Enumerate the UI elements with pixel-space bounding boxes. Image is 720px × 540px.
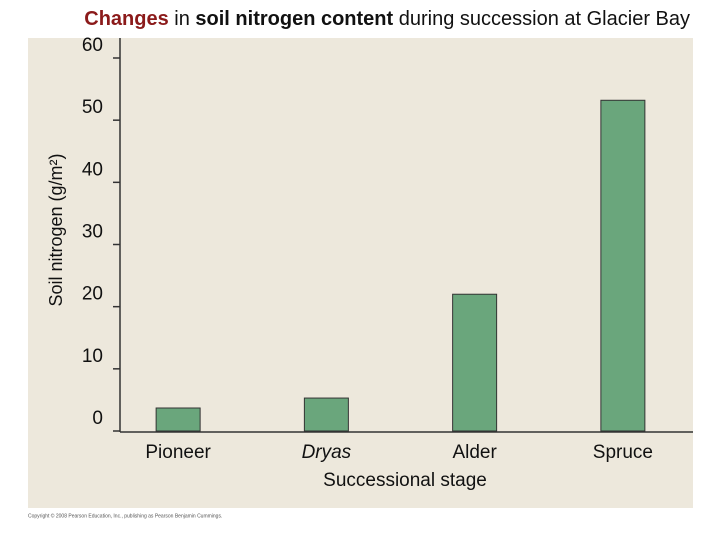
bar bbox=[303, 397, 349, 432]
chart-title: Changes in soil nitrogen content during … bbox=[14, 4, 690, 34]
x-tick-label: Spruce bbox=[593, 442, 653, 463]
y-tick-label: 60 bbox=[82, 35, 103, 56]
y-tick-label: 10 bbox=[82, 346, 103, 367]
bar bbox=[600, 99, 646, 432]
title-segment: Changes bbox=[84, 8, 169, 30]
footer: Copyright © 2008 Pearson Education, Inc.… bbox=[28, 512, 222, 519]
x-tick-label: Alder bbox=[452, 442, 497, 463]
bar bbox=[452, 293, 498, 432]
y-tick-label: 20 bbox=[82, 284, 103, 305]
title-segment: in bbox=[168, 8, 196, 30]
title-segment: during succession at Glacier Bay bbox=[393, 8, 690, 30]
y-tick-label: 40 bbox=[82, 159, 103, 180]
y-tick-label: 50 bbox=[82, 97, 103, 118]
y-tick-label: 30 bbox=[82, 222, 103, 243]
title-segment: soil nitrogen content bbox=[195, 8, 394, 30]
y-axis-title: Soil nitrogen (g/m²) bbox=[46, 153, 66, 306]
y-tick-label: 0 bbox=[92, 408, 103, 429]
x-tick-label: Dryas bbox=[302, 442, 352, 463]
x-tick-label: Pioneer bbox=[145, 442, 211, 463]
plot-background bbox=[28, 38, 693, 508]
bar bbox=[155, 407, 201, 432]
x-axis-title: Successional stage bbox=[323, 470, 487, 491]
